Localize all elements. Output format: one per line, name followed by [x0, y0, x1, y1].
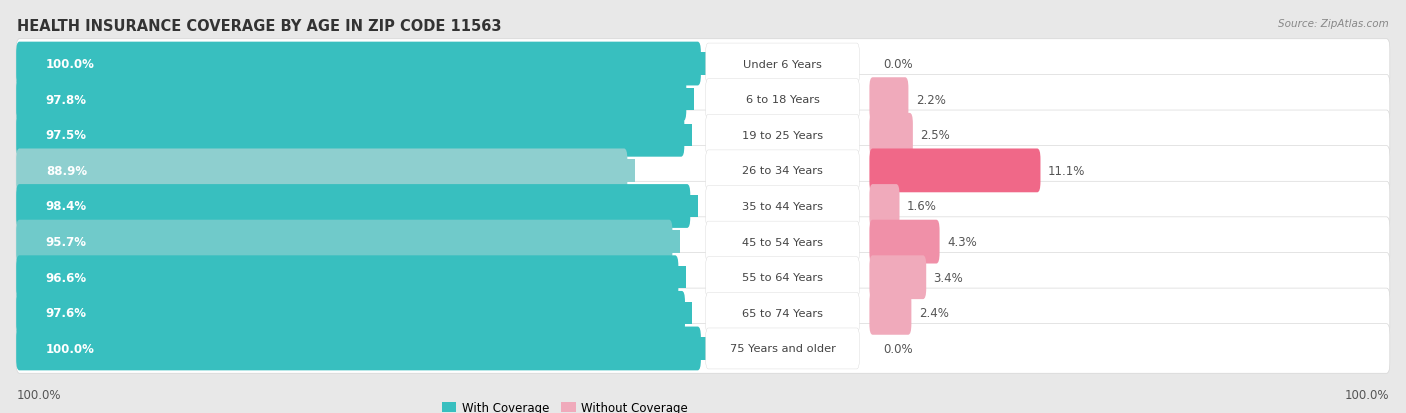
FancyBboxPatch shape: [17, 185, 690, 228]
FancyBboxPatch shape: [706, 257, 859, 298]
Text: 75 Years and older: 75 Years and older: [730, 344, 835, 354]
Bar: [671, 302, 692, 324]
Text: 0.0%: 0.0%: [883, 58, 912, 71]
Text: 2.4%: 2.4%: [918, 306, 949, 320]
Text: 98.4%: 98.4%: [46, 200, 87, 213]
Text: Under 6 Years: Under 6 Years: [742, 59, 823, 69]
FancyBboxPatch shape: [706, 151, 859, 191]
Text: 19 to 25 Years: 19 to 25 Years: [742, 131, 823, 140]
FancyBboxPatch shape: [706, 293, 859, 334]
Text: 26 to 34 Years: 26 to 34 Years: [742, 166, 823, 176]
Text: 97.5%: 97.5%: [46, 129, 87, 142]
Text: 2.2%: 2.2%: [915, 93, 946, 107]
FancyBboxPatch shape: [17, 324, 1389, 373]
Bar: [658, 231, 681, 253]
Bar: [671, 124, 692, 147]
FancyBboxPatch shape: [706, 79, 859, 120]
FancyBboxPatch shape: [706, 115, 859, 156]
Text: 88.9%: 88.9%: [46, 164, 87, 178]
FancyBboxPatch shape: [869, 220, 939, 264]
Text: 96.6%: 96.6%: [46, 271, 87, 284]
FancyBboxPatch shape: [869, 114, 912, 157]
FancyBboxPatch shape: [869, 149, 1040, 193]
Text: 95.7%: 95.7%: [46, 235, 87, 249]
FancyBboxPatch shape: [706, 328, 859, 369]
FancyBboxPatch shape: [17, 253, 1389, 302]
FancyBboxPatch shape: [17, 327, 700, 370]
FancyBboxPatch shape: [706, 222, 859, 262]
FancyBboxPatch shape: [17, 217, 1389, 267]
FancyBboxPatch shape: [17, 146, 1389, 196]
Text: 2.5%: 2.5%: [921, 129, 950, 142]
FancyBboxPatch shape: [17, 291, 685, 335]
FancyBboxPatch shape: [17, 288, 1389, 338]
FancyBboxPatch shape: [869, 291, 911, 335]
FancyBboxPatch shape: [17, 256, 678, 299]
Text: 45 to 54 Years: 45 to 54 Years: [742, 237, 823, 247]
Text: 3.4%: 3.4%: [934, 271, 963, 284]
Text: Source: ZipAtlas.com: Source: ZipAtlas.com: [1278, 19, 1389, 28]
Text: 100.0%: 100.0%: [46, 58, 94, 71]
FancyBboxPatch shape: [17, 78, 686, 122]
FancyBboxPatch shape: [17, 114, 685, 157]
Bar: [688, 53, 709, 76]
FancyBboxPatch shape: [17, 149, 627, 193]
FancyBboxPatch shape: [17, 111, 1389, 160]
Text: 55 to 64 Years: 55 to 64 Years: [742, 273, 823, 282]
Text: 11.1%: 11.1%: [1047, 164, 1085, 178]
Bar: [613, 160, 634, 182]
FancyBboxPatch shape: [17, 43, 700, 86]
Text: 65 to 74 Years: 65 to 74 Years: [742, 308, 823, 318]
Bar: [672, 89, 693, 111]
Bar: [688, 337, 709, 360]
Legend: With Coverage, Without Coverage: With Coverage, Without Coverage: [437, 396, 693, 413]
Text: 6 to 18 Years: 6 to 18 Years: [745, 95, 820, 105]
Bar: [665, 266, 686, 289]
FancyBboxPatch shape: [17, 182, 1389, 231]
Text: 97.8%: 97.8%: [46, 93, 87, 107]
FancyBboxPatch shape: [869, 256, 927, 299]
FancyBboxPatch shape: [869, 185, 900, 228]
FancyBboxPatch shape: [869, 78, 908, 122]
Text: 1.6%: 1.6%: [907, 200, 936, 213]
Text: 4.3%: 4.3%: [948, 235, 977, 249]
Text: 100.0%: 100.0%: [46, 342, 94, 355]
Text: 100.0%: 100.0%: [17, 388, 62, 401]
Text: 0.0%: 0.0%: [883, 342, 912, 355]
FancyBboxPatch shape: [17, 75, 1389, 125]
Text: 35 to 44 Years: 35 to 44 Years: [742, 202, 823, 211]
Text: HEALTH INSURANCE COVERAGE BY AGE IN ZIP CODE 11563: HEALTH INSURANCE COVERAGE BY AGE IN ZIP …: [17, 19, 502, 33]
FancyBboxPatch shape: [706, 186, 859, 227]
FancyBboxPatch shape: [706, 44, 859, 85]
Text: 100.0%: 100.0%: [1344, 388, 1389, 401]
Text: 97.6%: 97.6%: [46, 306, 87, 320]
Bar: [676, 195, 697, 218]
FancyBboxPatch shape: [17, 40, 1389, 89]
FancyBboxPatch shape: [17, 220, 672, 264]
